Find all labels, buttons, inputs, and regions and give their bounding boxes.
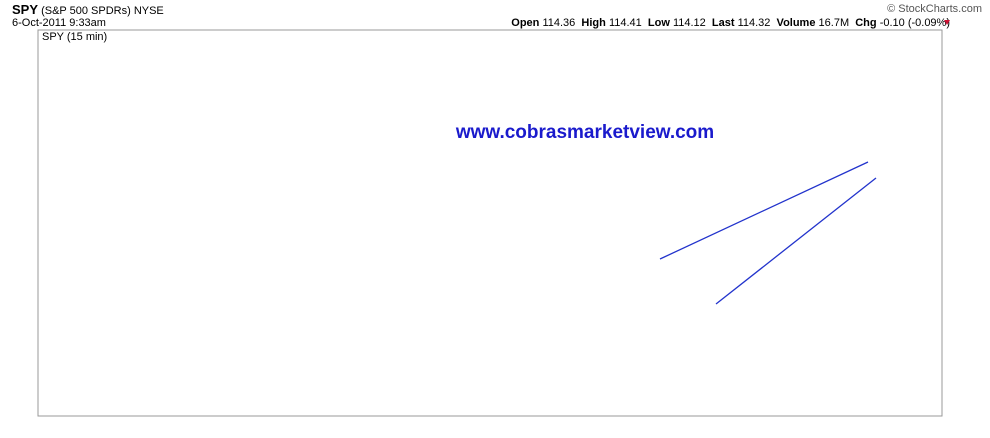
quote-value: 114.41: [608, 17, 642, 29]
quote-value: -0.10 (-0.09%): [879, 17, 950, 29]
company: (S&P 500 SPDRs): [41, 5, 131, 17]
credit: © StockCharts.com: [887, 3, 982, 15]
quote-label: High: [581, 17, 606, 29]
quote-label: Volume: [776, 17, 816, 29]
quote-value: 114.32: [737, 17, 771, 29]
quote-value: 114.12: [672, 17, 706, 29]
quote: Open 114.36 High 114.41 Low 114.12 Last …: [511, 17, 950, 29]
quote-label: Low: [647, 17, 670, 29]
quote-label: Last: [711, 17, 735, 29]
plot-frame: [37, 29, 943, 417]
legend: SPY (15 min): [42, 31, 107, 43]
quote-value: 114.36: [542, 17, 576, 29]
down-arrow: [944, 20, 950, 25]
trendline: [659, 161, 869, 260]
exchange: NYSE: [133, 5, 164, 17]
trendline: [715, 177, 877, 305]
symbol: SPY: [12, 2, 39, 17]
quote-label: Chg: [855, 17, 877, 29]
date: 6-Oct-2011 9:33am: [12, 17, 106, 29]
quote-value: 16.7M: [818, 17, 850, 29]
watermark: www.cobrasmarketview.com: [455, 122, 714, 143]
quote-label: Open: [511, 17, 540, 29]
header-left: SPY (S&P 500 SPDRs) NYSE: [12, 2, 164, 17]
